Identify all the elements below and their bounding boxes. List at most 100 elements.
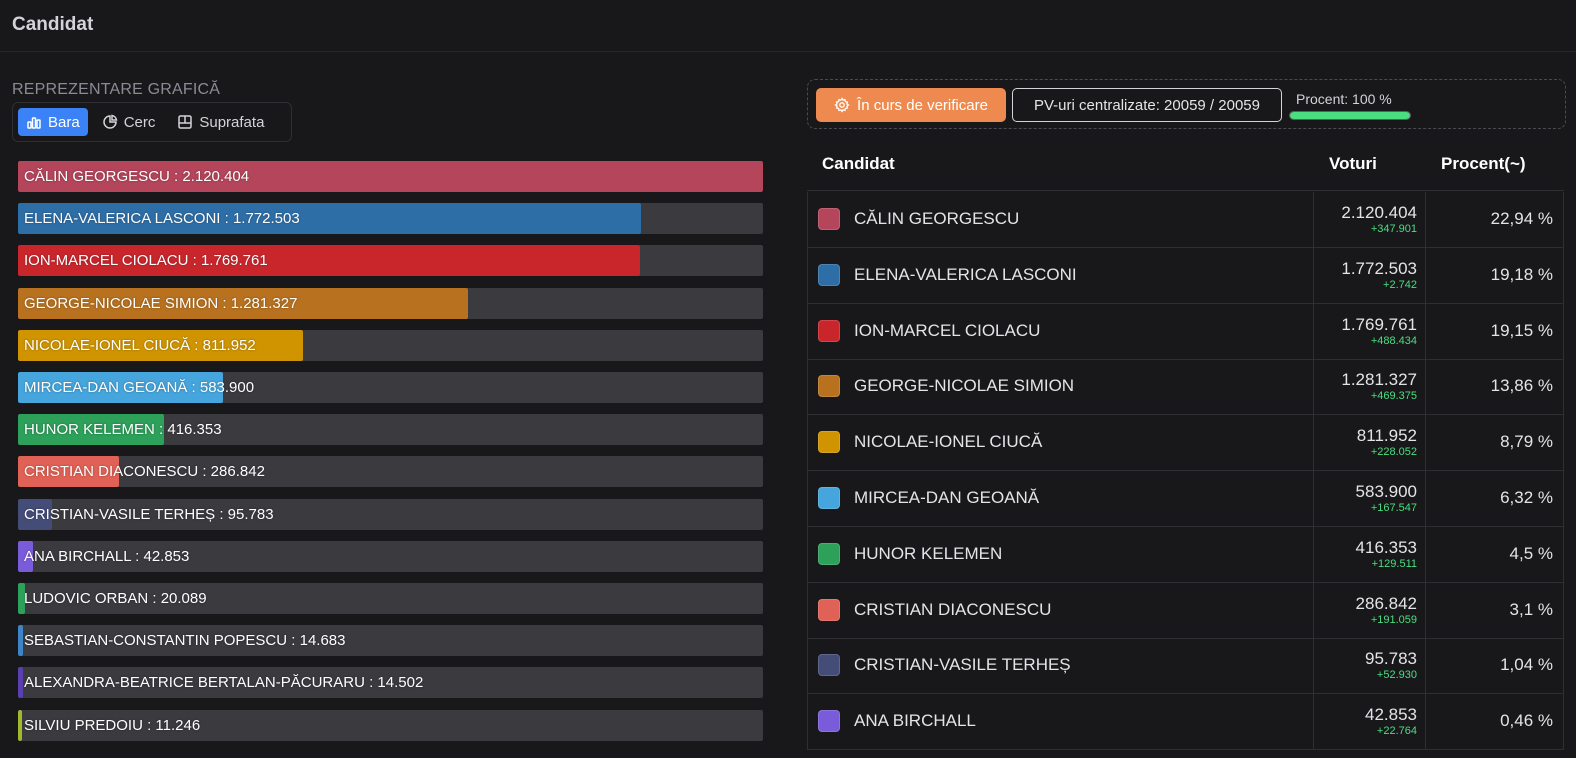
bar-label: LUDOVIC ORBAN : 20.089	[24, 590, 207, 607]
bar-label: ALEXANDRA-BEATRICE BERTALAN-PĂCURARU : 1…	[24, 674, 424, 691]
color-swatch	[818, 375, 840, 397]
table-row[interactable]: ANA BIRCHALL 42.853 +22.764 0,46 %	[807, 694, 1564, 750]
page-title: Candidat	[12, 14, 94, 35]
votes-value: 2.120.404	[1341, 203, 1417, 222]
percent-value: 19,18 %	[1490, 265, 1553, 284]
bar-row[interactable]: LUDOVIC ORBAN : 20.089	[18, 583, 763, 614]
votes-delta: +167.547	[1370, 502, 1417, 514]
percent-value: 22,94 %	[1490, 209, 1553, 228]
bar-label: CRISTIAN-VASILE TERHEȘ : 95.783	[24, 506, 274, 523]
bar-fill	[18, 372, 223, 403]
bar-chart-icon	[27, 117, 41, 129]
bar-fill	[18, 499, 52, 530]
color-swatch	[818, 654, 840, 676]
header-candidate[interactable]: Candidat	[822, 154, 895, 173]
table-row[interactable]: HUNOR KELEMEN 416.353 +129.511 4,5 %	[807, 527, 1564, 583]
cell-divider	[1425, 583, 1426, 638]
percent-value: 0,46 %	[1500, 711, 1553, 730]
cell-divider	[1313, 471, 1314, 526]
top-bar: Candidat	[0, 0, 1576, 52]
bar-row[interactable]: HUNOR KELEMEN : 416.353	[18, 414, 763, 445]
cell-divider	[1313, 192, 1314, 247]
bar-label: ANA BIRCHALL : 42.853	[24, 548, 190, 565]
bar-row[interactable]: CĂLIN GEORGESCU : 2.120.404	[18, 161, 763, 192]
candidate-name: CRISTIAN-VASILE TERHEȘ	[854, 655, 1071, 674]
pie-mode-label: Cerc	[123, 113, 156, 131]
bar-fill	[18, 710, 22, 741]
bar-fill	[18, 625, 23, 656]
table-row[interactable]: ION-MARCEL CIOLACU 1.769.761 +488.434 19,15…	[807, 304, 1564, 360]
bar-fill	[18, 288, 468, 319]
table-row[interactable]: CĂLIN GEORGESCU 2.120.404 +347.901 22,94 %	[807, 192, 1564, 248]
bar-row[interactable]: NICOLAE-IONEL CIUCĂ : 811.952	[18, 330, 763, 361]
color-swatch	[818, 487, 840, 509]
chart-type-switch: Bara Cerc Suprafata	[12, 102, 292, 142]
cell-divider	[1425, 248, 1426, 303]
votes-delta: +129.511	[1371, 558, 1417, 570]
pie-mode-button[interactable]: Cerc	[94, 108, 164, 136]
candidate-name: GEORGE-NICOLAE SIMION	[854, 376, 1075, 395]
area-mode-button[interactable]: Suprafata	[169, 108, 272, 136]
bar-row[interactable]: ION-MARCEL CIOLACU : 1.769.761	[18, 245, 763, 276]
bar-row[interactable]: SILVIU PREDOIU : 11.246	[18, 710, 763, 741]
votes-delta: +488.434	[1370, 335, 1417, 347]
percent-value: 3,1 %	[1509, 600, 1553, 619]
bar-label: GEORGE-NICOLAE SIMION : 1.281.327	[24, 295, 298, 312]
area-chart-icon	[178, 115, 193, 129]
votes-delta: +469.375	[1370, 390, 1417, 402]
votes-value: 583.900	[1355, 482, 1417, 501]
cell-divider	[1313, 248, 1314, 303]
candidate-name: HUNOR KELEMEN	[854, 544, 1003, 563]
votes-delta: +52.930	[1376, 669, 1417, 681]
percent-value: 13,86 %	[1490, 376, 1553, 395]
bar-row[interactable]: ELENA-VALERICA LASCONI : 1.772.503	[18, 203, 763, 234]
votes-value: 42.853	[1365, 705, 1417, 724]
votes-delta: +228.052	[1370, 446, 1417, 458]
cell-divider	[1425, 527, 1426, 582]
bar-row[interactable]: CRISTIAN DIACONESCU : 286.842	[18, 456, 763, 487]
votes-value: 811.952	[1356, 426, 1417, 445]
cell-divider	[1425, 304, 1426, 359]
bar-row[interactable]: MIRCEA-DAN GEOANĂ : 583.900	[18, 372, 763, 403]
header-percent[interactable]: Procent(~)	[1441, 154, 1526, 173]
table-row[interactable]: NICOLAE-IONEL CIUCĂ 811.952 +228.052 8,79 %	[807, 415, 1564, 471]
bar-mode-button[interactable]: Bara	[18, 108, 88, 136]
verification-status-button[interactable]: În curs de verificare	[816, 88, 1006, 122]
bar-fill	[18, 203, 641, 234]
bar-row[interactable]: GEORGE-NICOLAE SIMION : 1.281.327	[18, 288, 763, 319]
candidate-name: NICOLAE-IONEL CIUCĂ	[854, 432, 1043, 451]
votes-value: 1.769.761	[1341, 315, 1417, 334]
header-votes[interactable]: Voturi	[1329, 154, 1377, 173]
bar-row[interactable]: SEBASTIAN-CONSTANTIN POPESCU : 14.683	[18, 625, 763, 656]
pie-chart-icon	[102, 114, 118, 129]
cell-divider	[1313, 304, 1314, 359]
cell-divider	[1425, 694, 1426, 749]
cell-divider	[1313, 527, 1314, 582]
table-row[interactable]: MIRCEA-DAN GEOANĂ 583.900 +167.547 6,32 %	[807, 471, 1564, 527]
candidate-name: MIRCEA-DAN GEOANĂ	[854, 488, 1040, 507]
table-row[interactable]: ELENA-VALERICA LASCONI 1.772.503 +2.742 19,…	[807, 248, 1564, 304]
table-row[interactable]: CRISTIAN DIACONESCU 286.842 +191.059 3,1 %	[807, 583, 1564, 639]
percent-value: 1,04 %	[1500, 655, 1553, 674]
table-header: Candidat Voturi Procent(~)	[807, 139, 1564, 191]
bar-label: SEBASTIAN-CONSTANTIN POPESCU : 14.683	[24, 632, 346, 649]
bar-row[interactable]: ANA BIRCHALL : 42.853	[18, 541, 763, 572]
cell-divider	[1313, 694, 1314, 749]
bar-row[interactable]: ALEXANDRA-BEATRICE BERTALAN-PĂCURARU : 1…	[18, 667, 763, 698]
votes-delta: +2.742	[1383, 279, 1417, 291]
table-row[interactable]: GEORGE-NICOLAE SIMION 1.281.327 +469.375 13…	[807, 359, 1564, 415]
votes-value: 95.783	[1365, 649, 1417, 668]
cell-divider	[1313, 583, 1314, 638]
votes-value: 416.353	[1355, 538, 1417, 557]
bar-label: SILVIU PREDOIU : 11.246	[24, 717, 201, 734]
table-row[interactable]: CRISTIAN-VASILE TERHEȘ 95.783 +52.930 1,04 …	[807, 638, 1564, 694]
bar-fill	[18, 541, 33, 572]
chart-section-label: REPREZENTARE GRAFICĂ	[12, 81, 221, 98]
votes-value: 1.772.503	[1341, 259, 1417, 278]
color-swatch	[818, 431, 840, 453]
bar-fill	[18, 330, 303, 361]
bar-row[interactable]: CRISTIAN-VASILE TERHEȘ : 95.783	[18, 499, 763, 530]
area-mode-label: Suprafata	[199, 113, 265, 131]
candidate-name: ELENA-VALERICA LASCONI	[854, 265, 1077, 284]
bar-fill	[18, 583, 25, 614]
